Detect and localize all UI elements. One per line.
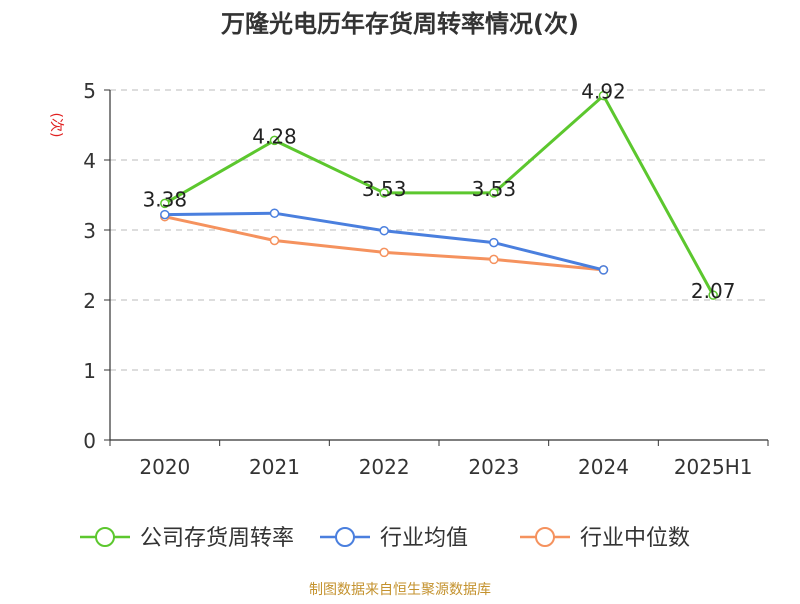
grid-layer	[110, 89, 768, 371]
y-tick-label: 4	[83, 149, 96, 173]
data-point	[269, 235, 280, 246]
x-tick-label: 2022	[359, 455, 410, 479]
x-tick-label: 2020	[139, 455, 190, 479]
series-line	[164, 215, 604, 272]
data-point	[379, 225, 389, 236]
x-tick-label: 2024	[578, 455, 629, 479]
legend-marker	[535, 527, 555, 547]
axis-layer: 0 1 2 3 4 5 2020 2021 2022 2023 2024 2025H1	[83, 79, 769, 479]
legend-label: 行业中位数	[580, 526, 690, 551]
series-layer	[160, 90, 718, 300]
x-tick-label: 2023	[468, 455, 519, 479]
data-label: 4.92	[581, 80, 626, 104]
data-label: 3.53	[472, 177, 517, 201]
data-point	[598, 265, 609, 275]
data-point	[269, 135, 280, 146]
data-label: 3.53	[362, 177, 407, 201]
y-tick-label: 0	[83, 429, 96, 453]
data-point	[160, 198, 170, 209]
data-point	[160, 209, 170, 220]
y-tick-label: 5	[83, 79, 96, 103]
chart-title: 万隆光电历年存货周转率情况(次)	[221, 10, 579, 38]
y-axis-label: (次)	[48, 113, 64, 138]
data-point	[379, 188, 389, 198]
y-tick-label: 1	[83, 359, 96, 383]
x-tick-label: 2025H1	[674, 455, 753, 479]
data-point	[598, 90, 609, 101]
legend-item: 公司存货周转率	[80, 526, 294, 551]
legend-item: 行业中位数	[520, 526, 690, 551]
y-tick-label: 2	[83, 289, 96, 313]
label-layer: 3.38 4.28 3.53 3.53 4.92 2.07	[143, 80, 736, 304]
legend-marker	[95, 527, 115, 547]
data-label: 2.07	[691, 279, 736, 303]
data-label: 4.28	[252, 124, 297, 148]
data-point	[489, 254, 499, 265]
data-point	[379, 247, 389, 258]
data-label: 3.38	[143, 187, 188, 211]
legend-marker	[335, 527, 355, 547]
series-line	[164, 211, 604, 272]
legend: 公司存货周转率 行业均值 行业中位数	[80, 526, 690, 551]
legend-label: 公司存货周转率	[140, 526, 294, 551]
data-point	[489, 188, 499, 198]
source-note: 制图数据来自恒生聚源数据库	[309, 582, 491, 598]
x-tick-label: 2021	[249, 455, 300, 479]
data-point	[489, 237, 499, 248]
data-point	[708, 290, 718, 300]
data-point	[269, 208, 280, 218]
y-tick-label: 3	[83, 219, 96, 243]
series-line	[164, 94, 715, 296]
legend-item: 行业均值	[320, 526, 468, 551]
legend-label: 行业均值	[380, 526, 468, 551]
